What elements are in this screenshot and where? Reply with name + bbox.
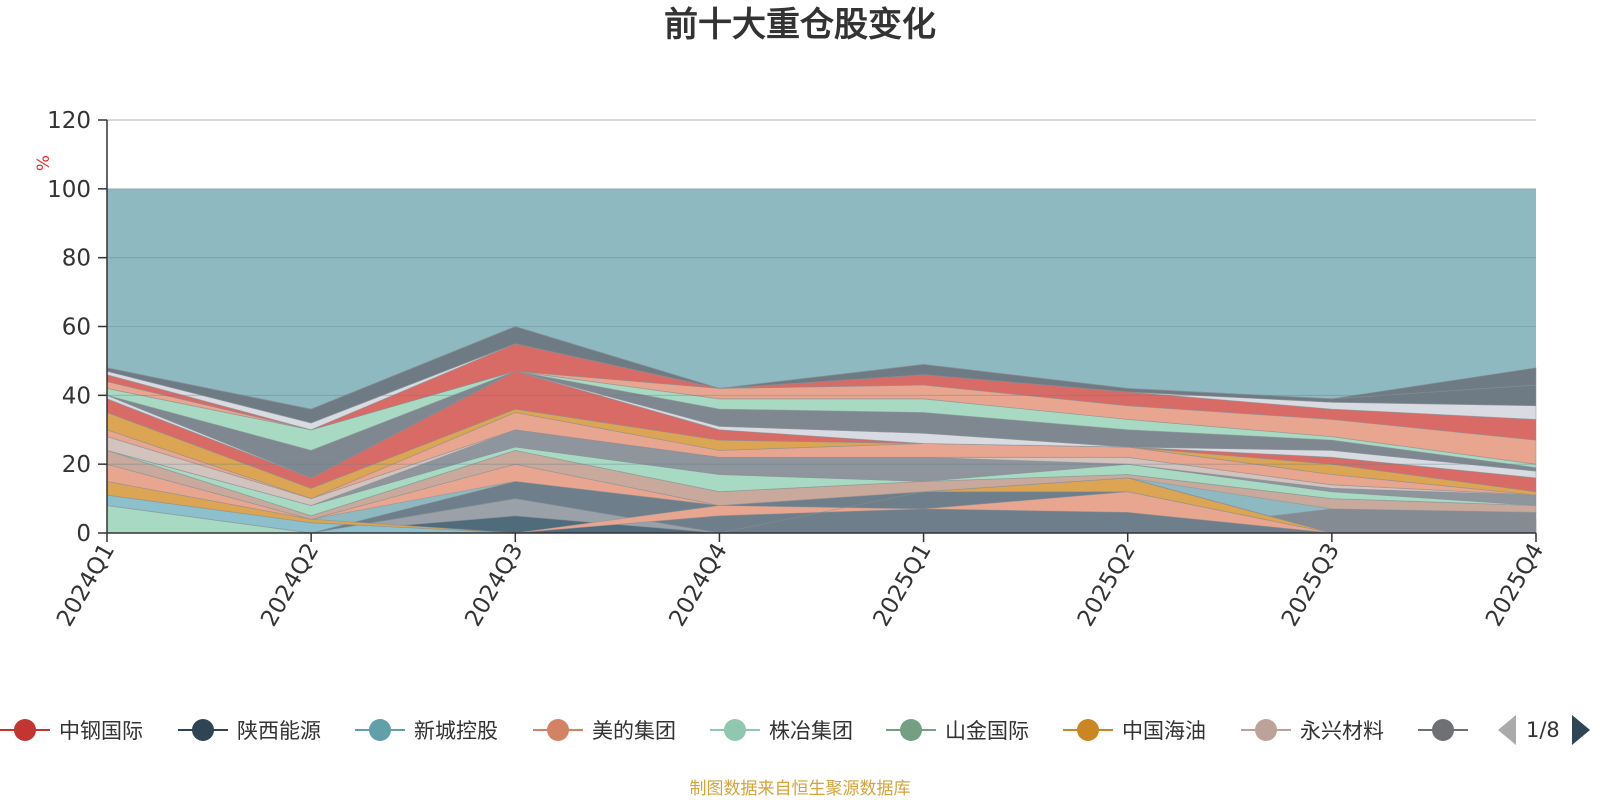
legend-marker-dot	[369, 719, 391, 741]
x-tick-label: 2024Q3	[460, 539, 528, 631]
legend: 中钢国际 陕西能源 新城控股 美的集团 株冶集团 山金国际 中国海油 永兴材料 中	[0, 712, 1470, 748]
legend-item[interactable]: 中国海油	[1063, 712, 1206, 748]
legend-label: 永兴材料	[1300, 719, 1384, 743]
legend-marker-icon	[0, 712, 50, 748]
y-tick-label: 60	[62, 315, 91, 341]
legend-marker-icon	[1241, 712, 1291, 748]
y-tick-label: 120	[47, 108, 91, 134]
legend-label: 株冶集团	[769, 719, 853, 743]
y-tick-label: 100	[47, 177, 91, 203]
legend-marker-icon	[1418, 712, 1468, 748]
legend-marker-icon	[1063, 712, 1113, 748]
area-band	[106, 326, 1537, 410]
legend-next-page-icon[interactable]	[1571, 715, 1590, 745]
legend-item[interactable]: 新城控股	[355, 712, 498, 748]
legend-label: 陕西能源	[237, 719, 321, 743]
legend-marker-dot	[1077, 719, 1099, 741]
y-tick-label: 80	[62, 246, 91, 272]
legend-marker-icon	[710, 712, 760, 748]
source-note: 制图数据来自恒生聚源数据库	[689, 779, 911, 799]
legend-item[interactable]: 株冶集团	[710, 712, 853, 748]
legend-item[interactable]: 永兴材料	[1241, 712, 1384, 748]
x-tick-label: 2025Q1	[869, 539, 937, 631]
legend-item[interactable]: 美的集团	[533, 712, 676, 748]
y-axis-label: %	[34, 155, 54, 171]
legend-marker-dot	[1432, 719, 1454, 741]
legend-label: 美的集团	[592, 719, 676, 743]
legend-marker-dot	[14, 719, 36, 741]
x-tick-label: 2024Q4	[664, 539, 732, 631]
legend-label: 中钢国际	[59, 719, 143, 743]
legend-pager: 1/8	[1498, 712, 1590, 748]
legend-marker-dot	[724, 719, 746, 741]
legend-label: 中国海油	[1122, 719, 1206, 743]
legend-marker-icon	[178, 712, 228, 748]
y-tick-label: 20	[62, 452, 91, 478]
legend-prev-page-icon[interactable]	[1498, 715, 1516, 745]
y-tick-label: 0	[76, 521, 91, 547]
chart-title: 前十大重仓股变化	[664, 5, 936, 45]
legend-marker-dot	[547, 719, 569, 741]
x-tick-label: 2024Q2	[256, 539, 324, 631]
legend-item[interactable]: 中	[1418, 712, 1470, 748]
legend-item[interactable]: 山金国际	[886, 712, 1029, 748]
chart-area: 0 20 40 60 80 100 120% 2024Q1 2024Q2 2024Q3 2024Q4…	[34, 108, 1549, 631]
x-tick-label: 2024Q1	[52, 539, 120, 631]
legend-page-indicator: 1/8	[1526, 718, 1560, 742]
legend-marker-dot	[1255, 719, 1277, 741]
legend-label: 山金国际	[945, 719, 1029, 743]
legend-marker-dot	[192, 719, 214, 741]
legend-marker-dot	[900, 719, 922, 741]
legend-marker-icon	[533, 712, 583, 748]
legend-item[interactable]: 中钢国际	[0, 712, 143, 748]
y-tick-label: 40	[62, 383, 91, 409]
legend-item[interactable]: 陕西能源	[178, 712, 321, 748]
x-tick-label: 2025Q2	[1073, 539, 1141, 631]
legend-marker-icon	[886, 712, 936, 748]
legend-label: 新城控股	[414, 719, 498, 743]
x-tick-label: 2025Q4	[1481, 539, 1549, 631]
x-tick-label: 2025Q3	[1277, 539, 1345, 631]
legend-marker-icon	[355, 712, 405, 748]
